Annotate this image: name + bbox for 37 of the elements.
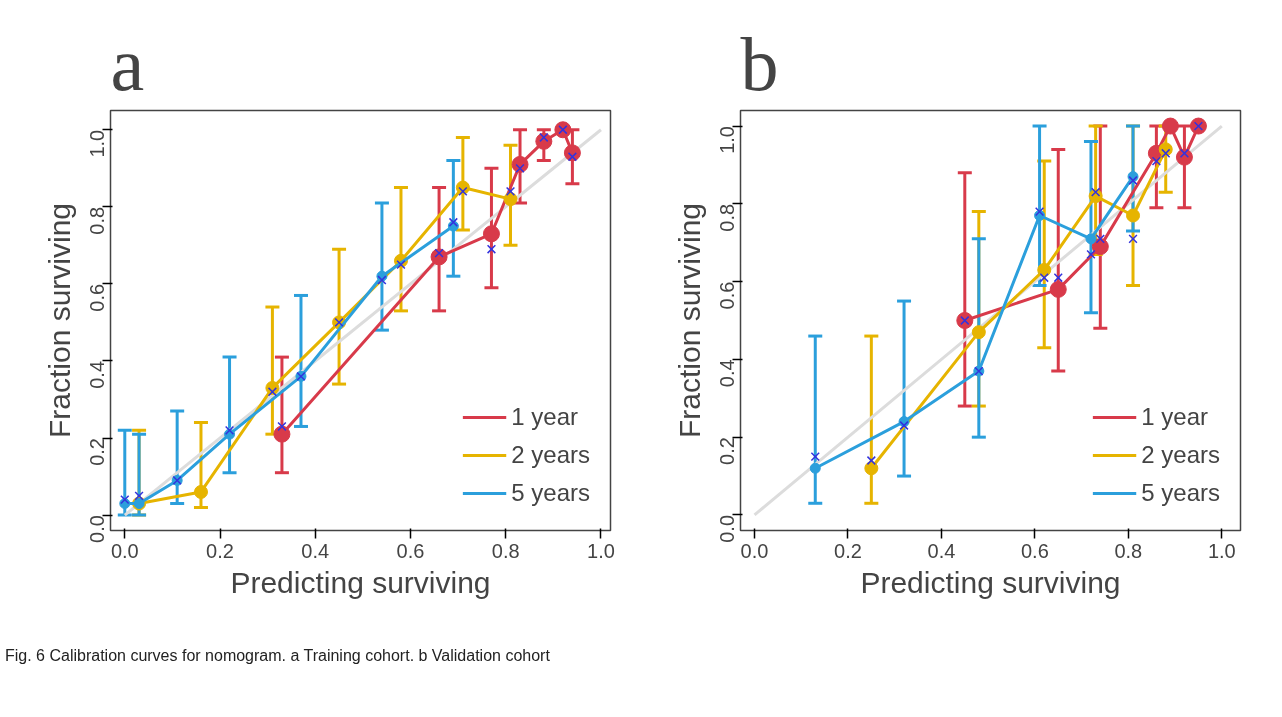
y-tick-label: 1.0 bbox=[716, 126, 739, 154]
legend-label: 2 years bbox=[511, 441, 590, 469]
y-tick-label: 0.6 bbox=[86, 283, 109, 312]
legend-label: 1 year bbox=[511, 403, 578, 431]
y-tick-label: 0.0 bbox=[716, 514, 739, 543]
y-axis-title: Fraction surviving bbox=[42, 202, 76, 439]
x-tick-label: 0.0 bbox=[110, 539, 139, 562]
x-tick-label: 0.2 bbox=[206, 539, 234, 562]
x-tick-label: 0.6 bbox=[396, 539, 425, 562]
y-tick-label: 1.0 bbox=[86, 129, 109, 158]
x-axis-title: Predicting surviving bbox=[860, 565, 1121, 599]
x-tick-label: 0.6 bbox=[1020, 539, 1049, 562]
legend-label: 5 years bbox=[511, 479, 590, 507]
chart-title: b bbox=[740, 21, 779, 106]
x-tick-label: 0.8 bbox=[1114, 539, 1143, 562]
caption: Fig. 6 Calibration curves for nomogram. a Training cohort. b Validation cohort bbox=[5, 646, 550, 666]
y-axis-title: Fraction surviving bbox=[672, 202, 706, 439]
y-tick-label: 0.6 bbox=[716, 281, 739, 310]
y-tick-label: 0.2 bbox=[86, 438, 109, 466]
x-axis-title: Predicting surviving bbox=[230, 565, 491, 599]
legend-label: 2 years bbox=[1141, 441, 1220, 469]
y-tick-label: 0.8 bbox=[86, 206, 109, 235]
x-tick-label: 0.0 bbox=[740, 539, 769, 562]
x-tick-label: 1.0 bbox=[587, 539, 615, 562]
y-tick-label: 0.8 bbox=[716, 203, 739, 232]
y-tick-label: 0.4 bbox=[86, 360, 109, 389]
x-tick-label: 0.4 bbox=[301, 539, 330, 562]
x-tick-label: 1.0 bbox=[1207, 539, 1236, 562]
x-tick-label: 0.4 bbox=[927, 539, 956, 562]
x-tick-label: 0.8 bbox=[491, 539, 520, 562]
chart-title: a bbox=[110, 21, 145, 106]
y-tick-label: 0.4 bbox=[716, 359, 739, 388]
legend-label: 5 years bbox=[1141, 479, 1220, 507]
y-tick-label: 0.0 bbox=[86, 515, 109, 543]
x-tick-label: 0.2 bbox=[834, 539, 862, 562]
legend-label: 1 year bbox=[1141, 403, 1208, 431]
y-tick-label: 0.2 bbox=[716, 437, 739, 465]
